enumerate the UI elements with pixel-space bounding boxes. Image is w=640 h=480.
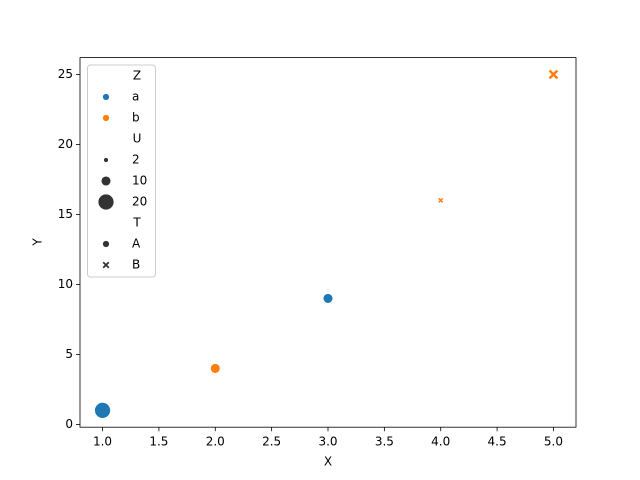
x-tick-label: 3.5	[375, 435, 394, 449]
y-tick-label: 15	[58, 207, 73, 221]
legend-label: A	[132, 237, 141, 251]
legend-label: a	[132, 90, 139, 104]
x-tick-label: 1.5	[149, 435, 168, 449]
legend-marker	[102, 261, 110, 269]
legend-marker	[100, 175, 112, 187]
legend-marker	[102, 114, 110, 122]
x-tick-label: 4.5	[488, 435, 507, 449]
x-tick-label: 1.0	[93, 435, 112, 449]
legend-marker	[97, 193, 115, 211]
legend-label: 2	[132, 153, 140, 167]
y-tick-label: 25	[58, 67, 73, 81]
x-tick-label: 2.5	[262, 435, 281, 449]
y-tick-label: 0	[65, 417, 73, 431]
x-tick-label: 4.0	[431, 435, 450, 449]
legend-box	[87, 64, 156, 278]
y-tick-label: 20	[58, 137, 73, 151]
point	[322, 293, 334, 304]
x-tick-label: 3.0	[318, 435, 337, 449]
point	[209, 363, 221, 374]
point	[94, 401, 111, 419]
x-tick-label: 2.0	[206, 435, 225, 449]
legend-title: T	[132, 216, 141, 230]
y-tick-label: 10	[58, 277, 73, 291]
legend-marker	[102, 93, 110, 101]
legend-title: Z	[133, 69, 141, 83]
legend-marker	[102, 240, 110, 248]
legend-label: b	[132, 111, 140, 125]
legend-marker	[103, 157, 109, 163]
y-tick-label: 5	[65, 347, 73, 361]
legend-title: U	[133, 132, 142, 146]
legend-label: 10	[132, 174, 147, 188]
point	[438, 197, 444, 203]
legend-label: 20	[132, 195, 147, 209]
x-tick-label: 5.0	[544, 435, 563, 449]
point	[548, 69, 559, 80]
x-axis-label: X	[324, 455, 332, 469]
y-axis-label: Y	[31, 238, 45, 247]
legend-label: B	[132, 258, 140, 272]
